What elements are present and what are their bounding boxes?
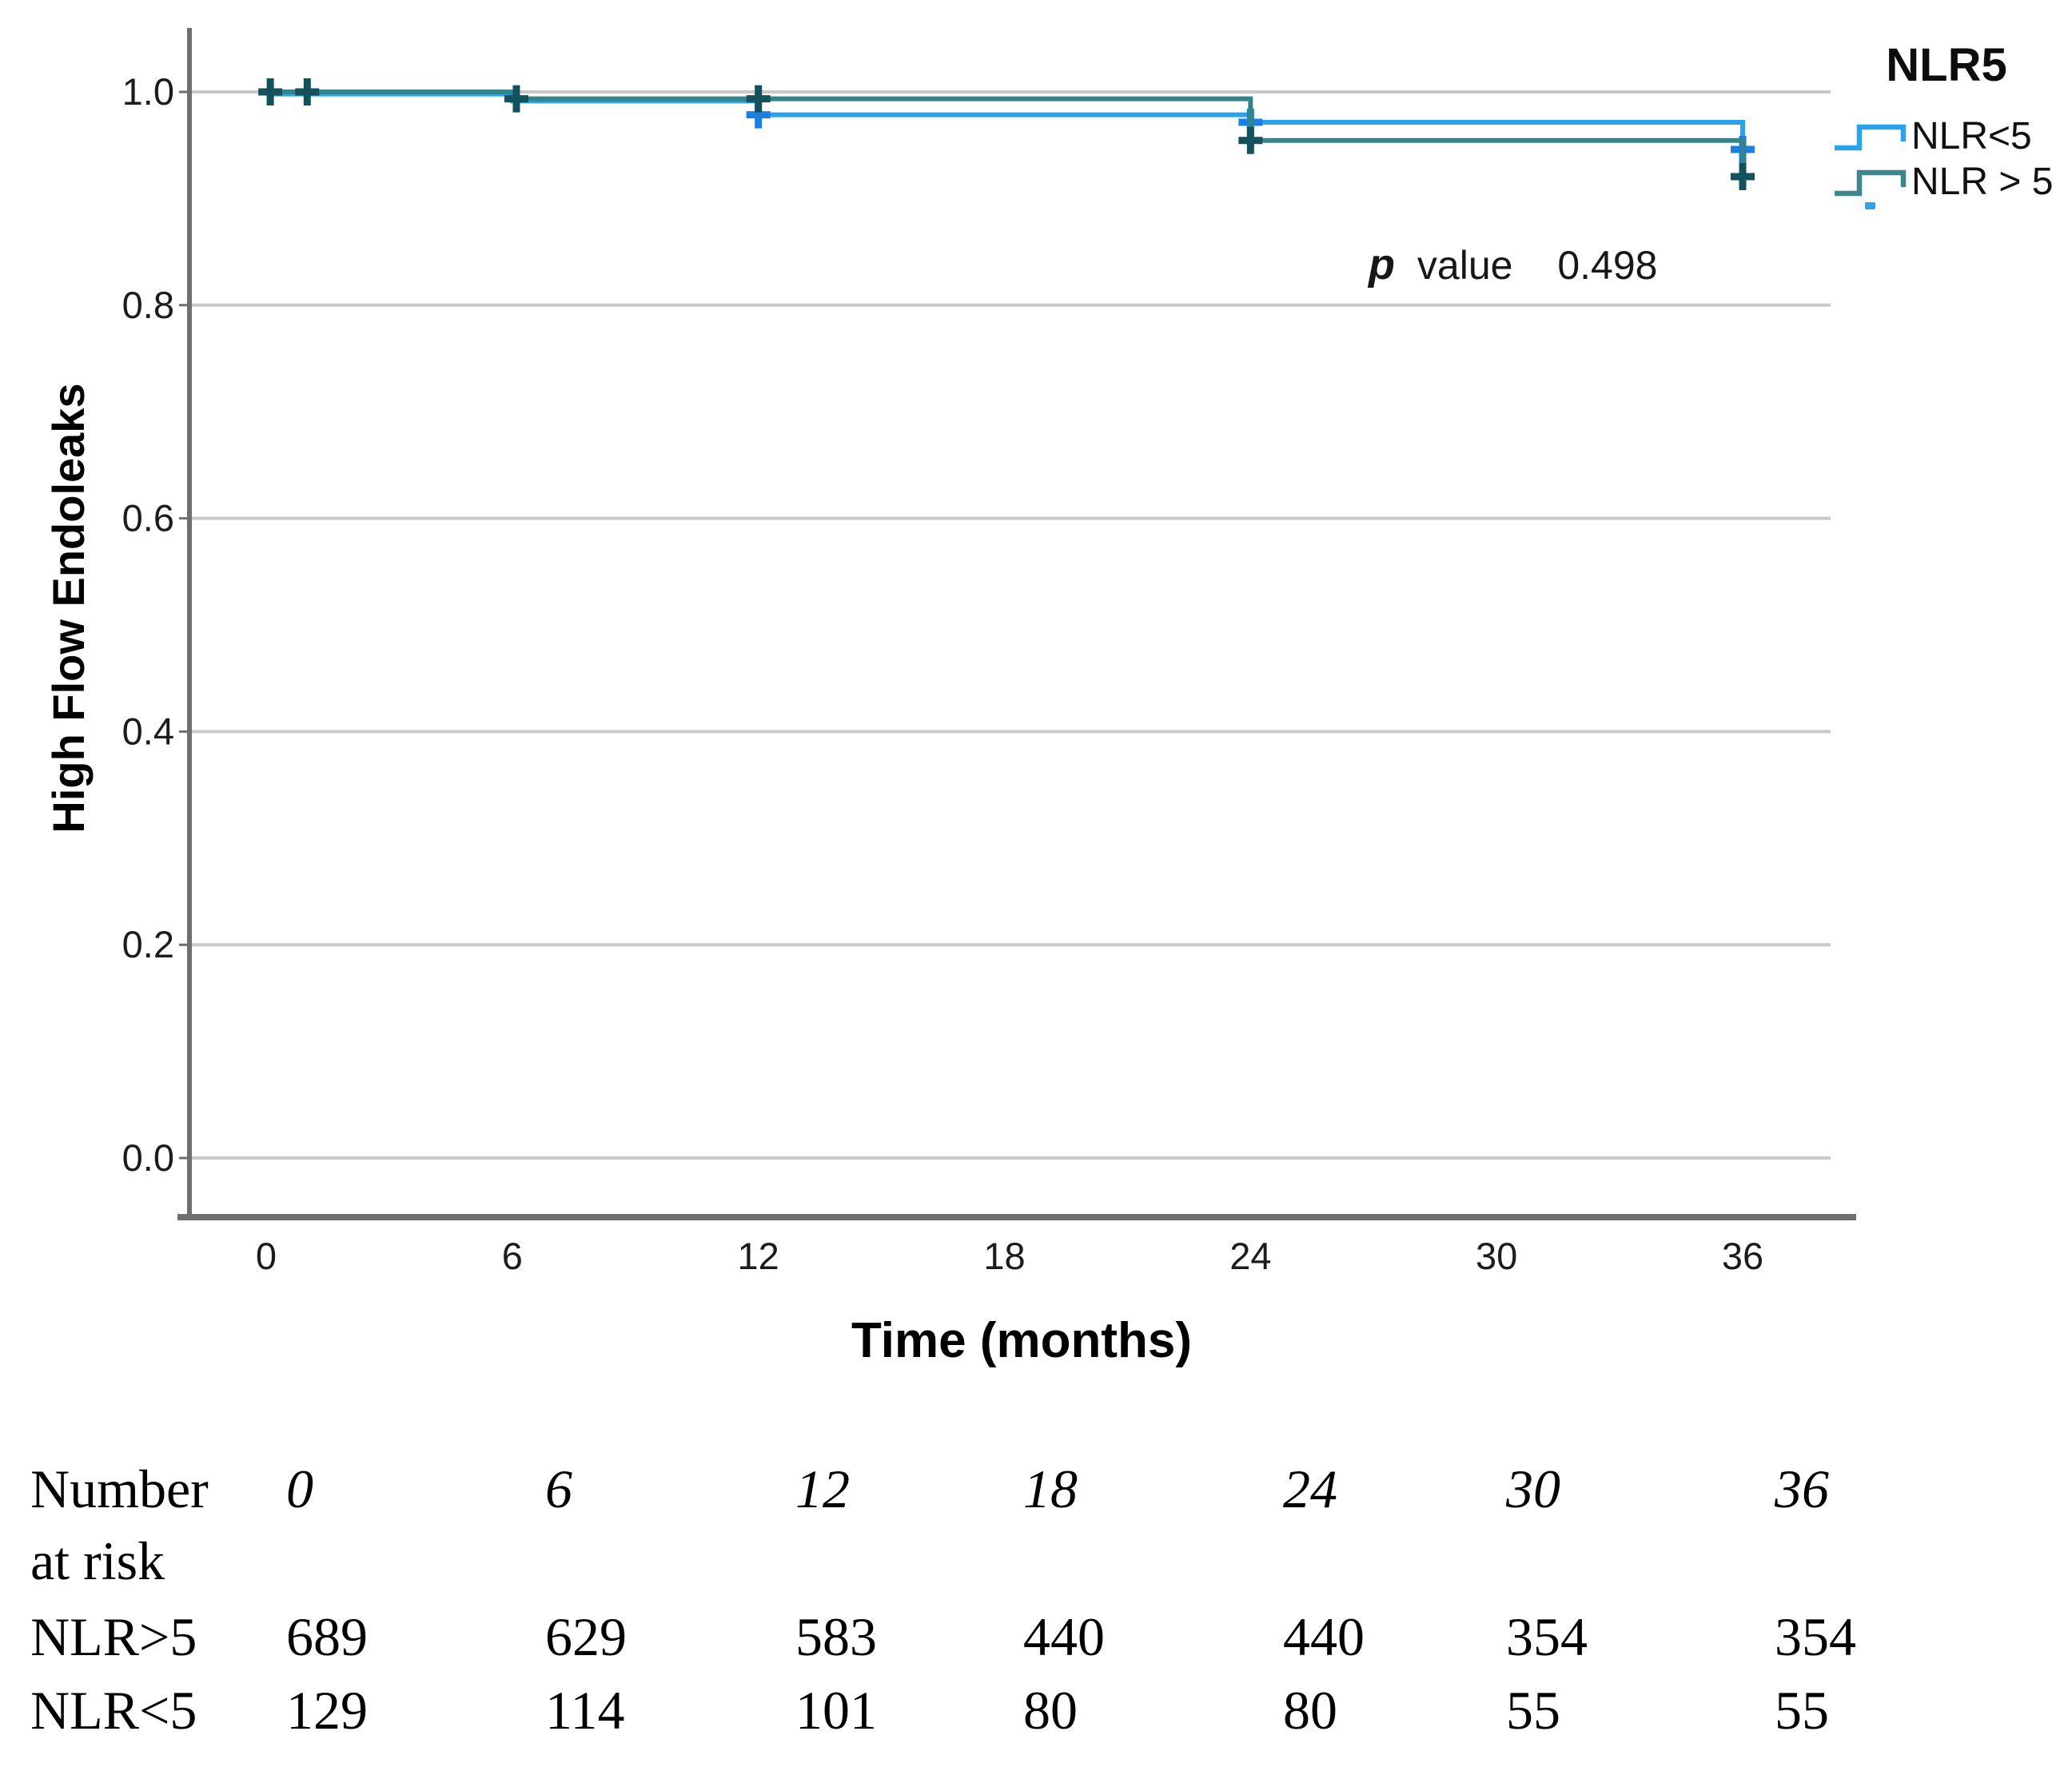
censor-mark-nlr-5 <box>258 78 283 105</box>
risk-row-label-nlr-5: NLR<5 <box>30 1680 197 1741</box>
x-axis-title: Time (months) <box>851 1313 1192 1368</box>
p-value: 0.498 <box>1557 243 1658 288</box>
risk-count-nlr-5: 80 <box>1283 1680 1337 1741</box>
censor-mark-nlr-5 <box>504 85 528 113</box>
legend-item-label: NLR > 5 <box>1911 161 2054 203</box>
step-line-icon <box>1835 169 1907 196</box>
risk-count-nlr-5: 354 <box>1506 1606 1588 1667</box>
risk-table-header-line1: Number <box>30 1459 209 1519</box>
risk-time-header: 24 <box>1283 1459 1337 1519</box>
risk-time-header: 36 <box>1775 1459 1829 1519</box>
x-tick-label: 30 <box>1476 1235 1517 1277</box>
legend-items: NLR<5 NLR > 5 <box>1832 113 2053 205</box>
y-tick-label: 0.6 <box>122 497 174 539</box>
x-tick-label: 36 <box>1722 1235 1763 1277</box>
y-tick-label: 0.4 <box>122 710 174 752</box>
censor-mark-nlr-5 <box>1731 163 1755 191</box>
legend-item-nlr-5: NLR<5 <box>1832 113 2053 159</box>
y-tick-label: 1.0 <box>122 70 174 113</box>
censor-mark-nlr-5 <box>295 78 320 105</box>
risk-count-nlr-5: 440 <box>1023 1606 1105 1667</box>
risk-count-nlr-5: 114 <box>545 1680 625 1741</box>
risk-time-header: 30 <box>1506 1459 1560 1519</box>
p-symbol: p <box>1369 241 1395 289</box>
risk-time-header: 6 <box>545 1459 572 1519</box>
p-word: value <box>1417 243 1513 288</box>
y-tick-label: 0.0 <box>122 1136 174 1179</box>
x-tick-label: 0 <box>256 1235 277 1277</box>
y-tick-label: 0.2 <box>122 923 174 965</box>
risk-count-nlr-5: 80 <box>1023 1680 1078 1741</box>
legend-title: NLR5 <box>1886 39 2007 91</box>
y-tick-label: 0.8 <box>122 284 174 326</box>
x-tick-label: 24 <box>1229 1235 1271 1277</box>
risk-time-header: 12 <box>795 1459 850 1519</box>
risk-count-nlr-5: 583 <box>795 1606 877 1667</box>
risk-count-nlr-5: 629 <box>545 1606 627 1667</box>
x-tick-label: 12 <box>738 1235 779 1277</box>
risk-count-nlr-5: 55 <box>1775 1680 1829 1741</box>
risk-time-header: 0 <box>286 1459 313 1519</box>
risk-count-nlr-5: 129 <box>286 1680 368 1741</box>
risk-count-nlr-5: 354 <box>1775 1606 1856 1667</box>
risk-time-header: 18 <box>1023 1459 1078 1519</box>
legend-item-label: NLR<5 <box>1911 115 2032 157</box>
censored-mark-fragment <box>1865 202 1875 209</box>
risk-count-nlr-5: 440 <box>1283 1606 1365 1667</box>
risk-table-header-line2: at risk <box>30 1530 165 1591</box>
risk-count-nlr-5: 101 <box>795 1680 877 1741</box>
censor-mark-nlr-5 <box>746 85 771 113</box>
risk-count-nlr-5: 689 <box>286 1606 368 1667</box>
censor-mark-nlr-5 <box>1238 126 1263 154</box>
km-curve-nlr-5 <box>266 90 1746 177</box>
risk-row-label-nlr-5: NLR>5 <box>30 1606 197 1667</box>
legend-item-nlr-5: NLR > 5 <box>1832 159 2053 205</box>
x-tick-label: 6 <box>502 1235 523 1277</box>
step-line-icon <box>1835 124 1907 150</box>
p-value-annotation: p value 0.498 <box>1369 240 1657 289</box>
risk-count-nlr-5: 55 <box>1506 1680 1560 1741</box>
x-tick-label: 18 <box>983 1235 1025 1277</box>
km-chart-canvas: 1.0 0.8 0.6 0.4 0.2 0.0 0 6 12 18 24 30 36 <box>122 28 1856 1277</box>
